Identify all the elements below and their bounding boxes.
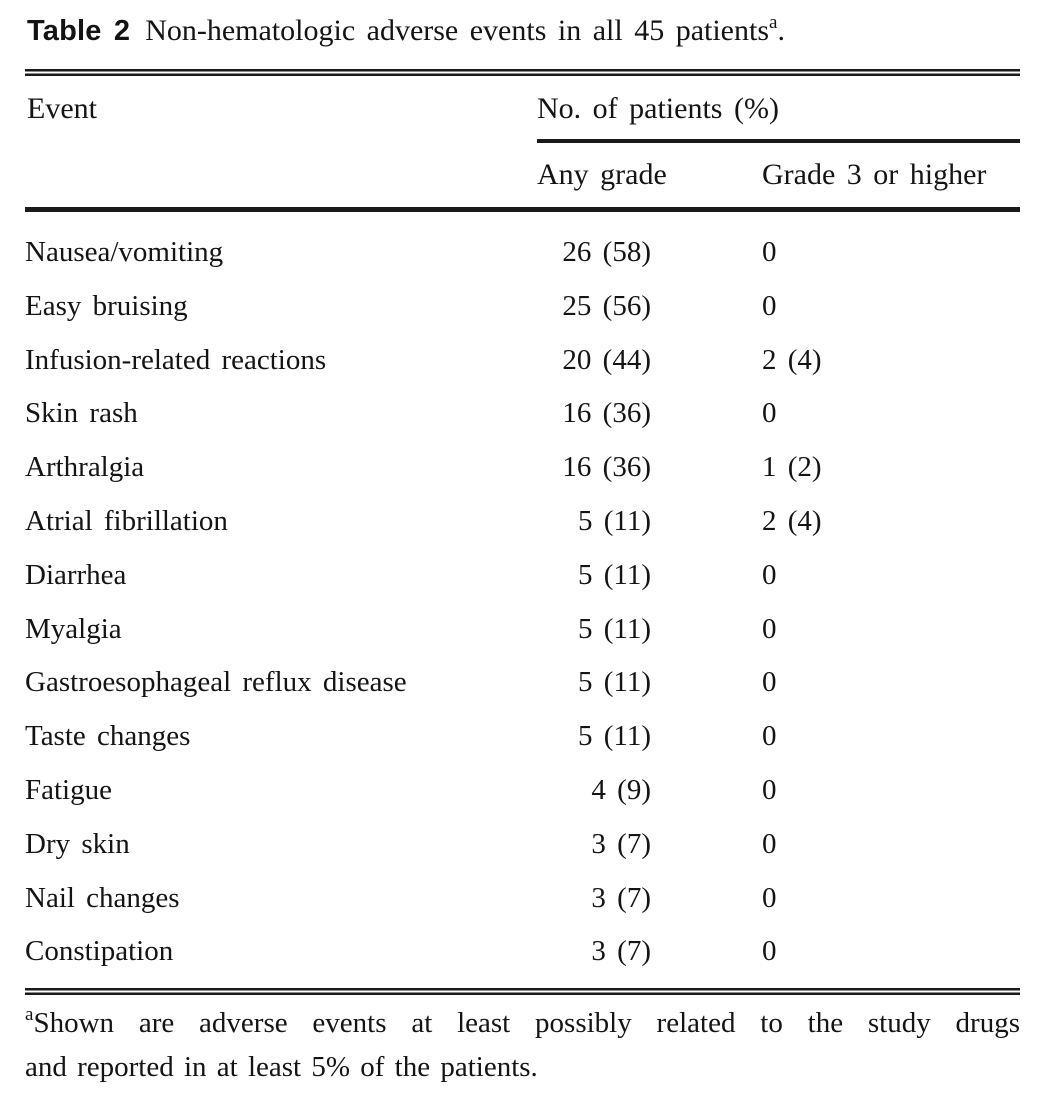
any-grade-cell: 5 (11): [578, 558, 651, 591]
table-footnote: aShown are adverse events at least possi…: [25, 1001, 1020, 1089]
column-header-any-grade: Any grade: [537, 158, 667, 191]
column-header-grade3: Grade 3 or higher: [762, 158, 987, 191]
footnote-text-2: and reported in at least 5% of the patie…: [25, 1051, 538, 1083]
footnote-text-1: Shown are adverse events at least possib…: [33, 1007, 1020, 1039]
grade3-cell: 2 (4): [762, 343, 822, 376]
event-cell: Constipation: [25, 935, 174, 968]
footnote-line-1: aShown are adverse events at least possi…: [25, 1001, 1020, 1045]
event-cell: Skin rash: [25, 397, 138, 430]
table-row: Gastroesophageal reflux disease 5 (11) 0: [0, 656, 1043, 710]
event-cell: Taste changes: [25, 720, 191, 753]
any-grade-cell: 4 (9): [591, 773, 651, 806]
header-rule: [25, 207, 1020, 212]
table-row: Dry skin 3 (7) 0: [0, 818, 1043, 872]
table-body: Nausea/vomiting 26 (58) 0 Easy bruising …: [0, 226, 1043, 979]
column-header-group: No. of patients (%): [537, 92, 779, 125]
event-cell: Easy bruising: [25, 289, 188, 322]
event-cell: Arthralgia: [25, 451, 145, 484]
any-grade-cell: 5 (11): [578, 666, 651, 699]
grade3-cell: 0: [762, 935, 777, 968]
grade3-cell: 0: [762, 720, 777, 753]
grade3-cell: 0: [762, 827, 777, 860]
table-caption-text: Non-hematologic adverse events in all 45…: [145, 14, 770, 47]
event-cell: Atrial fibrillation: [25, 504, 228, 537]
grade3-cell: 0: [762, 881, 777, 914]
table-row: Atrial fibrillation 5 (11) 2 (4): [0, 495, 1043, 549]
grade3-cell: 0: [762, 289, 777, 322]
grade3-cell: 0: [762, 558, 777, 591]
table-row: Taste changes 5 (11) 0: [0, 710, 1043, 764]
any-grade-cell: 5 (11): [578, 612, 651, 645]
column-header-event: Event: [27, 92, 97, 125]
table-row: Easy bruising 25 (56) 0: [0, 280, 1043, 334]
table-row: Infusion-related reactions 20 (44) 2 (4): [0, 334, 1043, 388]
grade3-cell: 0: [762, 773, 777, 806]
bottom-rule: [25, 988, 1020, 995]
table-row: Skin rash 16 (36) 0: [0, 387, 1043, 441]
table-row: Nausea/vomiting 26 (58) 0: [0, 226, 1043, 280]
event-cell: Nausea/vomiting: [25, 236, 224, 268]
spanner-rule: [537, 139, 1020, 143]
table-row: Arthralgia 16 (36) 1 (2): [0, 441, 1043, 495]
table-row: Nail changes 3 (7) 0: [0, 872, 1043, 926]
table-row: Myalgia 5 (11) 0: [0, 603, 1043, 657]
any-grade-cell: 16 (36): [562, 397, 651, 430]
any-grade-cell: 20 (44): [562, 343, 651, 376]
grade3-cell: 0: [762, 397, 777, 430]
footnote-line-2: and reported in at least 5% of the patie…: [25, 1045, 1020, 1089]
event-cell: Fatigue: [25, 773, 112, 806]
grade3-cell: 2 (4): [762, 504, 822, 537]
any-grade-cell: 3 (7): [591, 827, 651, 860]
event-cell: Diarrhea: [25, 558, 127, 591]
table-row: Constipation 3 (7) 0: [0, 925, 1043, 979]
event-cell: Gastroesophageal reflux disease: [25, 666, 407, 699]
grade3-cell: 1 (2): [762, 451, 822, 484]
event-cell: Dry skin: [25, 827, 130, 860]
table-row: Diarrhea 5 (11) 0: [0, 549, 1043, 603]
any-grade-cell: 5 (11): [578, 720, 651, 753]
table-caption-footnote-marker: a: [769, 12, 778, 33]
table-row: Fatigue 4 (9) 0: [0, 764, 1043, 818]
any-grade-cell: 26 (58): [562, 236, 651, 268]
table-caption-number: Table 2: [27, 15, 131, 47]
grade3-cell: 0: [762, 666, 777, 699]
grade3-cell: 0: [762, 612, 777, 645]
any-grade-cell: 25 (56): [562, 289, 651, 322]
event-cell: Infusion-related reactions: [25, 343, 327, 376]
event-cell: Myalgia: [25, 612, 122, 645]
top-rule: [25, 69, 1020, 76]
any-grade-cell: 3 (7): [591, 935, 651, 968]
any-grade-cell: 5 (11): [578, 504, 651, 537]
event-cell: Nail changes: [25, 881, 180, 914]
any-grade-cell: 3 (7): [591, 881, 651, 914]
any-grade-cell: 16 (36): [562, 451, 651, 484]
table-caption-period: .: [777, 14, 785, 47]
table-caption: Table 2 Non-hematologic adverse events in…: [27, 12, 1017, 50]
footnote-marker: a: [25, 1004, 34, 1026]
grade3-cell: 0: [762, 236, 777, 268]
